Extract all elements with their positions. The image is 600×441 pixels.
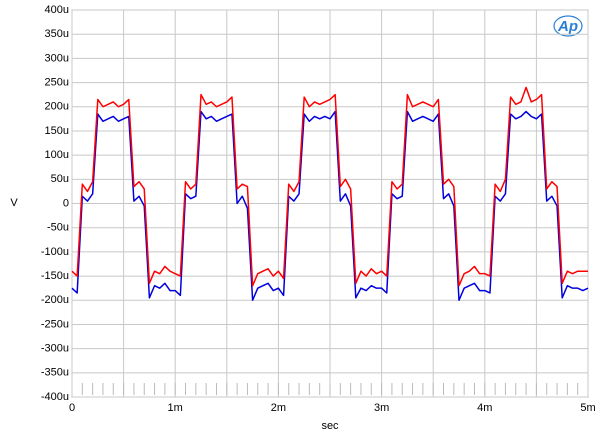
y-tick-label: -250u — [41, 318, 69, 330]
y-tick-label: 150u — [45, 125, 69, 137]
y-tick-label: 50u — [51, 173, 69, 185]
x-tick-label: 4m — [477, 402, 492, 414]
x-tick-label: 2m — [271, 402, 286, 414]
y-tick-label: 250u — [45, 76, 69, 88]
y-tick-label: 350u — [45, 28, 69, 40]
logo-ring — [553, 15, 583, 37]
x-tick-label: 5m — [580, 402, 595, 414]
y-tick-label: 300u — [45, 52, 69, 64]
x-tick-label: 3m — [374, 402, 389, 414]
y-tick-label: -150u — [41, 270, 69, 282]
y-tick-label: -50u — [47, 222, 69, 234]
y-tick-label: 0 — [63, 197, 69, 209]
x-tick-label: 1m — [168, 402, 183, 414]
logo: Ap — [557, 18, 578, 35]
x-axis-label: sec — [321, 420, 339, 432]
y-tick-label: 200u — [45, 101, 69, 113]
y-axis-label: V — [10, 197, 18, 209]
y-tick-label: -100u — [41, 246, 69, 258]
y-tick-label: -400u — [41, 391, 69, 403]
series-line — [71, 110, 589, 301]
series-line — [71, 86, 588, 287]
y-tick-label: 400u — [45, 4, 69, 16]
y-tick-label: -350u — [41, 367, 69, 379]
x-tick-label: 0 — [69, 402, 75, 414]
y-tick-label: -200u — [41, 294, 69, 306]
y-tick-label: -300u — [41, 343, 69, 355]
y-tick-label: 100u — [45, 149, 69, 161]
